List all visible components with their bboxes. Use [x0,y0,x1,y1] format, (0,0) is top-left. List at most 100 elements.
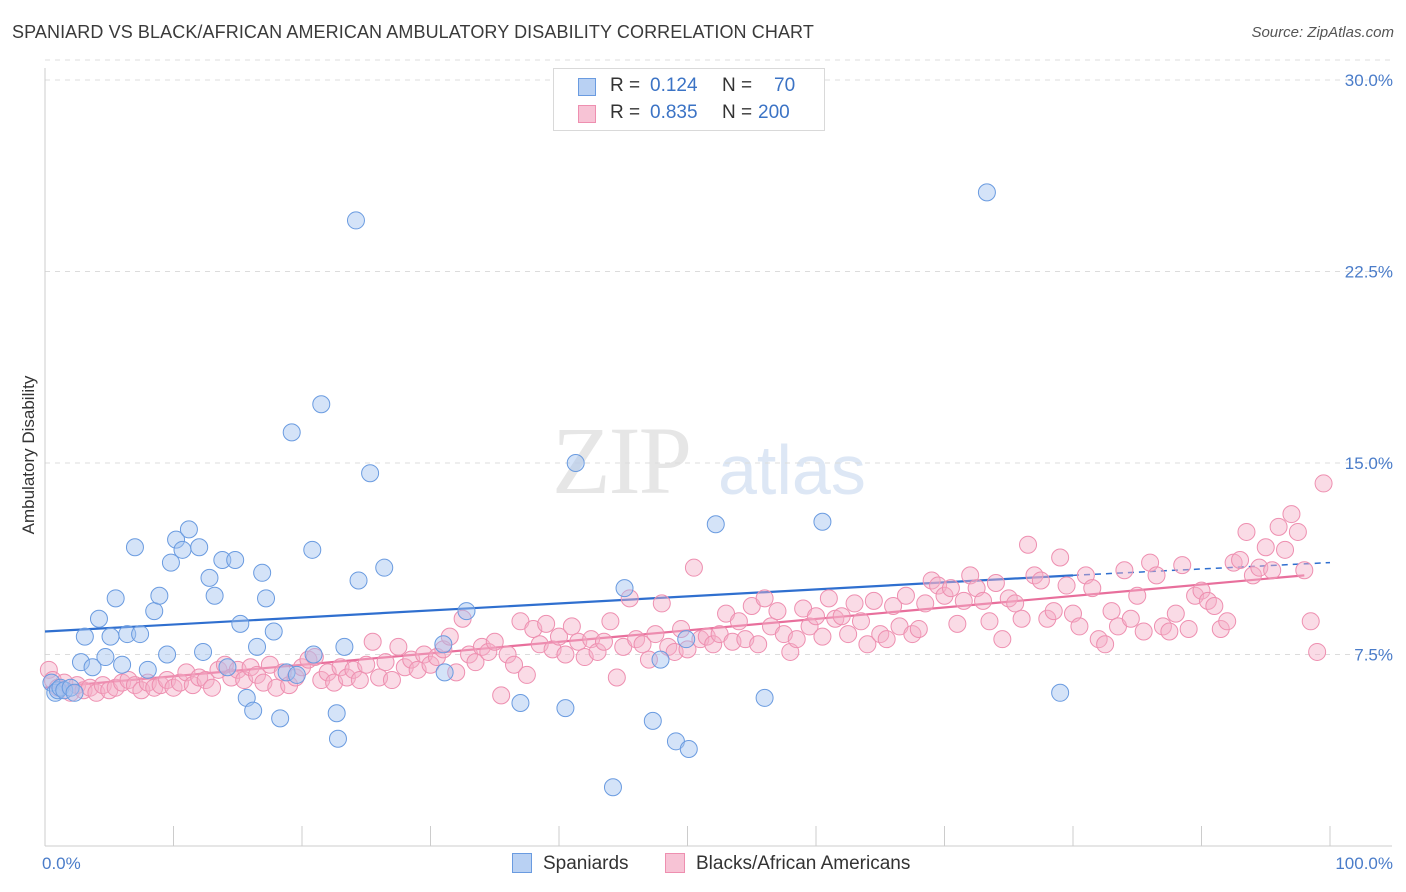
data-point-blacks [646,625,665,644]
data-point-blacks [1128,586,1147,605]
data-point-blacks [479,642,498,661]
data-point-spaniards [89,609,108,628]
data-point-spaniards [304,645,323,664]
data-point-blacks [684,558,703,577]
legend-n-value: 200 [758,102,790,123]
data-point-blacks [241,658,260,677]
data-point-blacks [1160,622,1179,641]
spaniards-swatch-icon [578,78,596,96]
data-point-blacks [986,574,1005,593]
data-point-blacks [1276,540,1295,559]
data-point-blacks [248,665,267,684]
data-point-spaniards [434,635,453,654]
data-point-blacks [935,586,954,605]
data-point-blacks [839,625,858,644]
data-point-spaniards [131,625,150,644]
data-point-blacks [588,642,607,661]
data-point-spaniards [83,658,102,677]
data-point-blacks [1314,474,1333,493]
data-point-blacks [1057,576,1076,595]
data-point-blacks [1096,635,1115,654]
data-point-blacks [556,645,575,664]
data-point-blacks [672,619,691,638]
data-point-blacks [787,630,806,649]
data-point-blacks [376,653,395,672]
data-point-spaniards [226,551,245,570]
data-point-blacks [562,617,581,636]
data-point-spaniards [615,579,634,598]
data-point-spaniards [706,515,725,534]
data-point-blacks [1006,594,1025,613]
data-point-blacks [704,635,723,654]
data-point-spaniards [106,589,125,608]
data-point-spaniards [282,423,301,442]
data-point-blacks [1115,561,1134,580]
data-point-blacks [466,653,485,672]
data-point-blacks [601,612,620,631]
data-point-blacks [1192,581,1211,600]
data-point-spaniards [813,512,832,531]
data-point-spaniards [312,395,331,414]
data-point-spaniards [190,538,209,557]
data-point-blacks [819,589,838,608]
data-point-blacks [1301,612,1320,631]
data-point-blacks [1256,538,1275,557]
legend-r-value: 0.835 [650,102,698,123]
data-point-blacks [864,591,883,610]
data-point-blacks [1019,535,1038,554]
data-point-blacks [1121,609,1140,628]
data-point-spaniards [977,183,996,202]
data-point-spaniards [361,464,380,483]
data-point-blacks [813,627,832,646]
y-tick-label: 30.0% [1345,71,1393,90]
data-point-spaniards [349,571,368,590]
data-point-spaniards [231,614,250,633]
data-point-blacks [492,686,511,705]
data-point-blacks [948,614,967,633]
blacks-swatch-icon [578,105,596,123]
trendline-spaniards [44,574,1074,633]
data-point-blacks [896,586,915,605]
data-point-blacks [607,668,626,687]
data-point-blacks [1243,566,1262,585]
data-point-spaniards [118,625,137,644]
data-point-blacks [755,589,774,608]
data-point-blacks [1231,551,1250,570]
data-point-blacks [550,627,568,646]
data-point-blacks [633,635,652,654]
data-point-blacks [1031,571,1050,590]
watermark-atlas: atlas [718,431,866,509]
data-point-spaniards [603,778,622,797]
data-point-blacks [768,602,787,621]
data-point-blacks [1269,517,1288,536]
data-point-spaniards [253,563,272,582]
data-point-spaniards [257,589,276,608]
data-point-blacks [1083,579,1102,598]
data-point-blacks [800,617,819,636]
data-point-spaniards [755,688,774,707]
data-point-spaniards [248,637,267,656]
data-point-blacks [350,671,369,690]
data-point-blacks [877,630,896,649]
data-point-spaniards [173,540,192,559]
data-point-blacks [440,627,459,646]
data-point-blacks [1173,556,1192,575]
data-point-spaniards [96,648,115,667]
data-point-spaniards [346,211,365,230]
blacks-swatch-icon [665,853,685,873]
data-point-blacks [954,591,973,610]
data-point-spaniards [179,520,198,539]
data-point-blacks [357,655,376,674]
data-point-blacks [993,630,1012,649]
data-point-blacks [845,594,864,613]
data-point-blacks [916,594,935,613]
data-point-blacks [1205,596,1224,615]
legend-r-value: 0.124 [650,75,698,96]
data-point-spaniards [161,553,180,572]
data-point-blacks [909,619,928,638]
trendline-blacks [44,574,1305,689]
data-point-blacks [1282,505,1301,524]
x-tick-label: 100.0% [1335,854,1393,873]
spaniards-swatch-icon [512,853,532,873]
